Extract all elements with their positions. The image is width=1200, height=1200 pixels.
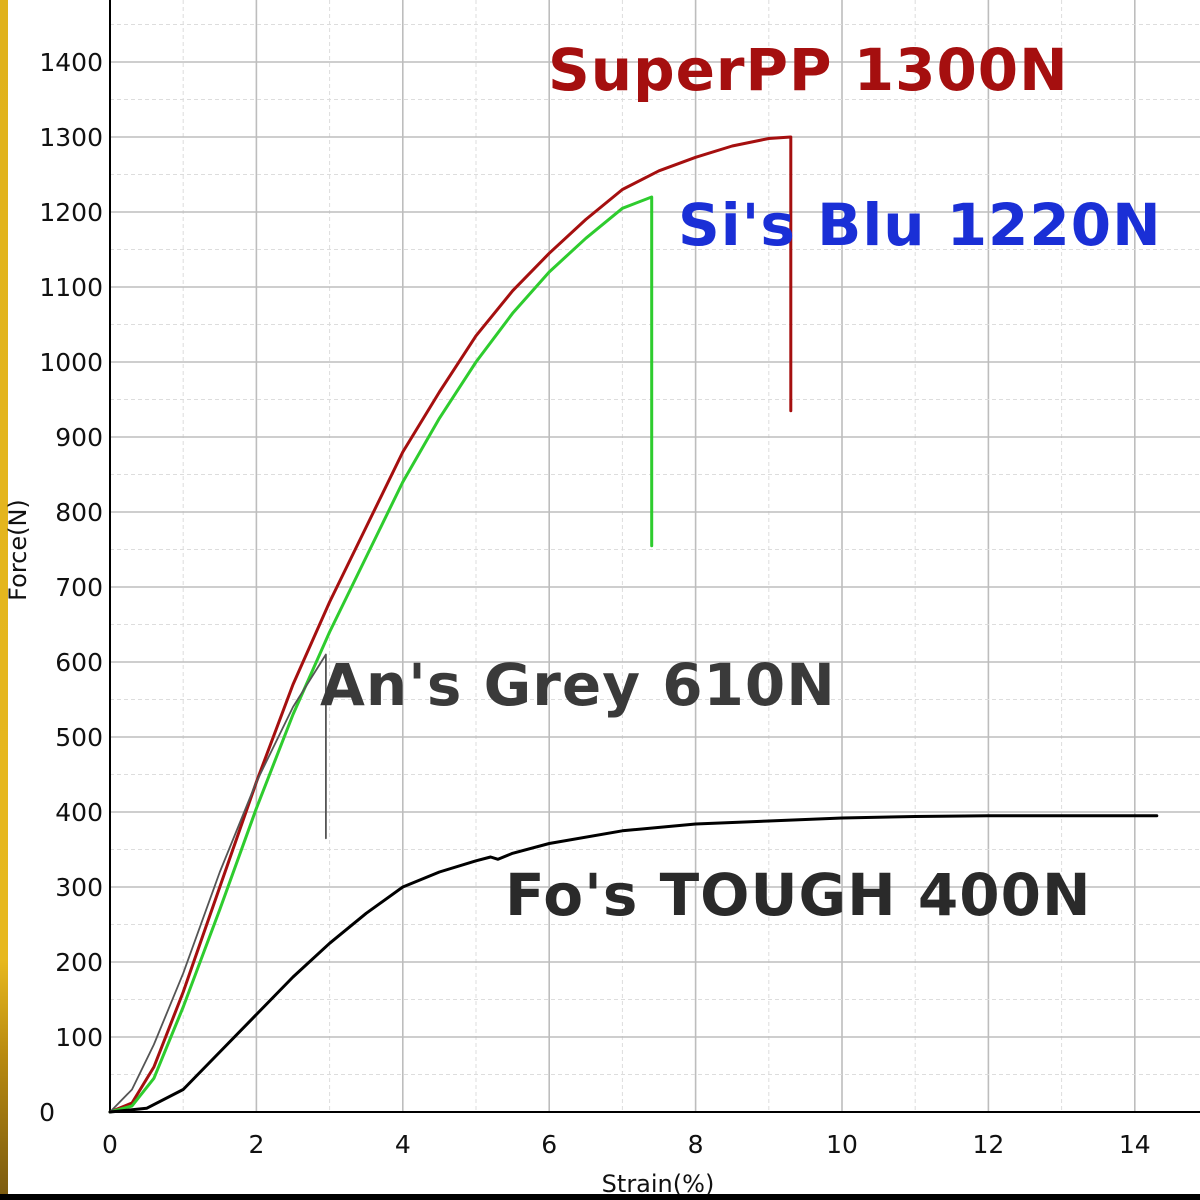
annotation-superpp: SuperPP 1300N [548, 36, 1069, 104]
y-axis-label: Force(N) [4, 499, 32, 601]
series-line-0 [108, 135, 793, 1114]
y-tick-label: 500 [55, 723, 103, 752]
x-tick-label: 0 [102, 1130, 118, 1159]
annotation-fo-tough: Fo's TOUGH 400N [505, 861, 1092, 929]
y-tick-label: 1200 [39, 198, 103, 227]
x-tick-label: 14 [1119, 1130, 1151, 1159]
x-tick-label: 12 [972, 1130, 1004, 1159]
series-line-2 [109, 653, 327, 1113]
y-tick-label: 1000 [39, 348, 103, 377]
y-tick-label: 1300 [39, 123, 103, 152]
axis-layer [109, 0, 1200, 1113]
grid-layer [110, 0, 1200, 1112]
y-tick-label: 800 [55, 498, 103, 527]
bottom-border-strip [0, 1194, 1200, 1200]
y-tick-label: 200 [55, 948, 103, 977]
y-tick-label: 1100 [39, 273, 103, 302]
annotation-an-grey: An's Grey 610N [320, 651, 836, 719]
x-axis-label: Strain(%) [602, 1170, 715, 1198]
annotation-layer: SuperPP 1300N Si's Blu 1220N An's Grey 6… [320, 36, 1162, 929]
y-tick-label: 900 [55, 423, 103, 452]
x-tick-label: 10 [826, 1130, 858, 1159]
y-tick-label: 0 [39, 1098, 55, 1127]
series-layer [108, 135, 1159, 1114]
annotation-si-blu: Si's Blu 1220N [678, 191, 1162, 259]
y-tick-label: 700 [55, 573, 103, 602]
x-tick-label: 2 [248, 1130, 264, 1159]
x-tick-label: 4 [395, 1130, 411, 1159]
y-tick-label: 100 [55, 1023, 103, 1052]
x-tick-label: 6 [541, 1130, 557, 1159]
series-line-1 [108, 195, 654, 1114]
y-tick-label: 1400 [39, 48, 103, 77]
x-tick-label: 8 [688, 1130, 704, 1159]
y-tick-label: 300 [55, 873, 103, 902]
y-tick-label: 400 [55, 798, 103, 827]
series-line-3 [108, 814, 1159, 1114]
tick-layer: 0 2 4 6 8 10 12 14 0 100 200 300 400 500 600 700 800 900 1… [39, 48, 1151, 1159]
left-border-strip [0, 0, 8, 1200]
y-tick-label: 600 [55, 648, 103, 677]
